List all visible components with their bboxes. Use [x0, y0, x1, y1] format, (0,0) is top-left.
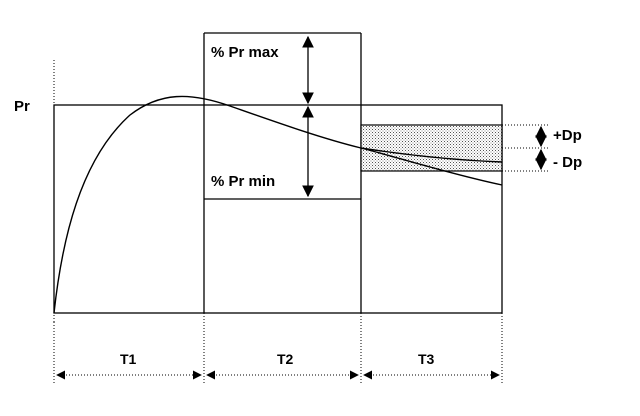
dp-band	[360, 124, 503, 172]
pressure-curve-flat	[360, 147, 503, 163]
t3-label: T3	[418, 351, 435, 367]
t1-label: T1	[120, 351, 137, 367]
main-frame	[53, 104, 503, 314]
t2-label: T2	[277, 351, 294, 367]
pr-label: Pr	[14, 98, 30, 115]
plus-dp-label: +Dp	[553, 127, 582, 144]
pr-max-label: % Pr max	[211, 44, 279, 61]
pressure-curve	[53, 95, 503, 314]
pr-min-label: % Pr min	[211, 173, 275, 190]
minus-dp-label: - Dp	[553, 154, 582, 171]
